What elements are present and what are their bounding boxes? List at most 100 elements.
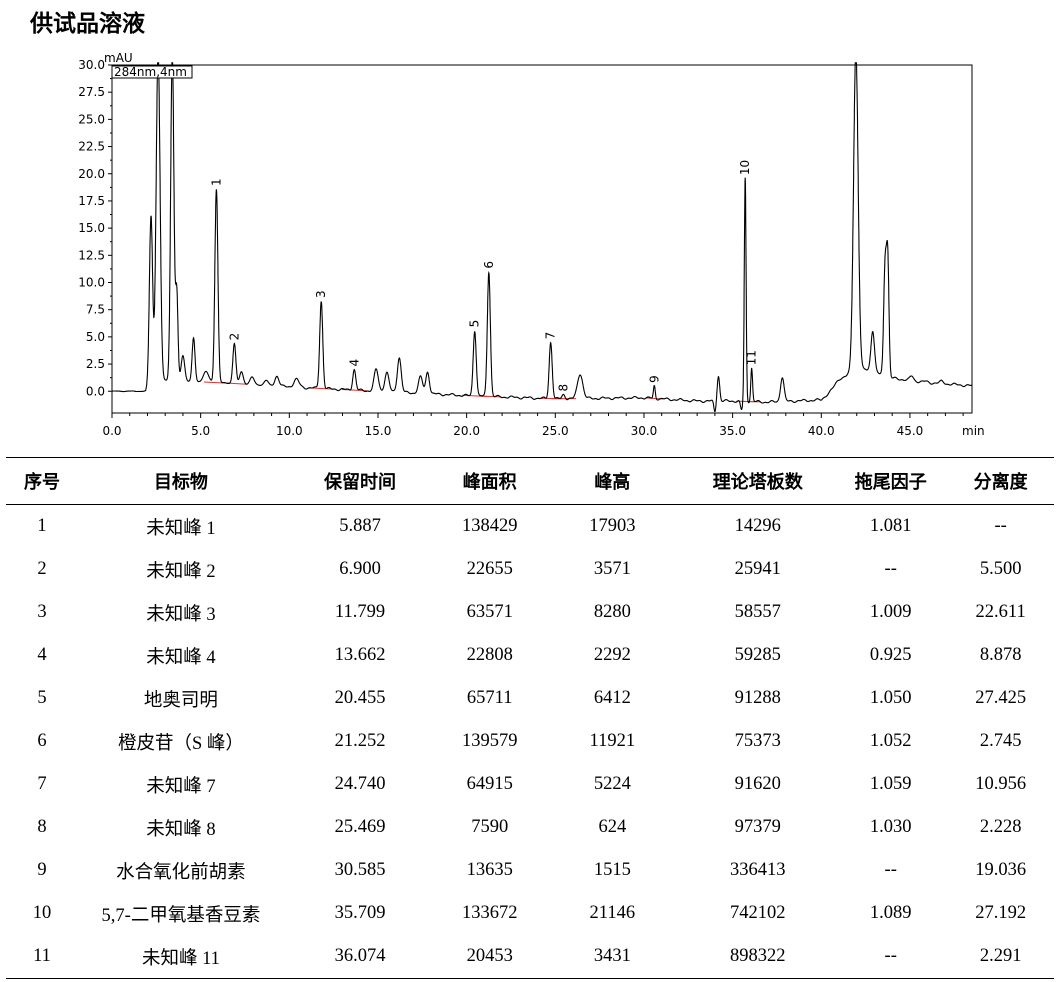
- table-cell: 1: [37, 516, 47, 536]
- table-cell: 22.611: [975, 602, 1026, 622]
- plot-frame: [111, 64, 973, 414]
- table-row: 10 5,7-二甲氧基香豆素 35.709 133672 21146 742102 1.08…: [6, 892, 1054, 935]
- table-cell: 742102: [730, 903, 786, 923]
- table-cell: 未知峰 1: [146, 518, 216, 539]
- table-cell: 1.052: [869, 731, 912, 751]
- y-tick-label: 7.5: [86, 303, 105, 317]
- table-cell: 0.925: [869, 645, 912, 665]
- x-tick-label: 35.0: [719, 424, 746, 438]
- table-cell: 336413: [730, 860, 786, 880]
- table-cell: 2.291: [947, 935, 1054, 979]
- table-cell: 1515: [593, 860, 631, 880]
- table-cell: 1.089: [869, 903, 912, 923]
- table-header-cell: 序号: [6, 457, 79, 505]
- table-row: 5 地奥司明 20.455 65711 6412 91288 1.050 27.425: [6, 677, 1054, 720]
- table-cell: --: [834, 935, 948, 979]
- table-cell: 地奥司明: [143, 690, 218, 711]
- y-tick-label: 20.0: [78, 167, 105, 181]
- table-cell: 未知峰 7: [146, 776, 216, 797]
- table-cell: 11: [6, 935, 79, 979]
- x-tick-label: 0.0: [102, 424, 121, 438]
- table-cell: 22655: [466, 559, 513, 579]
- table-cell: 19.036: [975, 860, 1027, 880]
- table-cell: 1.059: [869, 774, 912, 794]
- y-axis-label: mAU: [104, 51, 133, 65]
- table-cell: 24.740: [334, 774, 386, 794]
- table-cell: 25941: [734, 559, 781, 579]
- table-cell: 2.228: [979, 817, 1022, 837]
- table-cell: 3: [37, 602, 47, 622]
- peak-label: 1: [209, 178, 223, 186]
- table-cell: 5.500: [979, 559, 1022, 579]
- chart-overlay: 284nm,4nm: [111, 65, 193, 79]
- page-title: 供试品溶液: [30, 11, 145, 37]
- table-cell: 2: [37, 559, 47, 579]
- table-cell: 2292: [593, 645, 631, 665]
- table-cell: 5224: [593, 774, 631, 794]
- table-row: 3 未知峰 3 11.799 63571 8280 58557 1.009 22.611: [6, 591, 1054, 634]
- table-cell: 2.745: [979, 731, 1022, 751]
- table-header-row: 序号 目标物 保留时间 峰面积 峰高 理论塔板数 拖尾因子 分离度: [6, 457, 1054, 505]
- detector-label: 284nm,4nm: [114, 65, 187, 79]
- results-table: 序号 目标物 保留时间 峰面积 峰高 理论塔板数 拖尾因子 分离度 1 未知峰 1 5.887 13…: [6, 457, 1054, 979]
- table-cell: 22808: [466, 645, 513, 665]
- x-tick-label: 10.0: [276, 424, 303, 438]
- detector-label-box: [111, 65, 193, 79]
- x-tick-label: 5.0: [191, 424, 210, 438]
- table-cell: 7590: [471, 817, 509, 837]
- table-row: 8 未知峰 8 25.469 7590 624 97379 1.030 2.228: [6, 806, 1054, 849]
- table-cell: 21.252: [334, 731, 386, 751]
- x-axis-label: min: [962, 424, 985, 438]
- table-cell: 75373: [734, 731, 781, 751]
- x-tick-label: 45.0: [897, 424, 924, 438]
- table-row: 6 橙皮苷（S 峰） 21.252 139579 11921 75373 1.052 2.74…: [6, 720, 1054, 763]
- table-row: 4 未知峰 4 13.662 22808 2292 59285 0.925 8.878: [6, 634, 1054, 677]
- table-cell: 27.425: [975, 688, 1027, 708]
- x-tick-label: 20.0: [453, 424, 480, 438]
- table-cell: 59285: [734, 645, 781, 665]
- table-cell: 水合氧化前胡素: [116, 862, 246, 883]
- table-cell: 1.081: [869, 516, 912, 536]
- table-cell: 13.662: [334, 645, 386, 665]
- x-tick-label: 30.0: [631, 424, 658, 438]
- table-cell: 91288: [734, 688, 781, 708]
- table-cell: 8280: [593, 602, 631, 622]
- table-cell: 1.030: [869, 817, 912, 837]
- table-cell: 624: [598, 817, 627, 837]
- table-cell: 橙皮苷（S 峰）: [117, 733, 244, 754]
- x-tick-label: 15.0: [365, 424, 392, 438]
- table-cell: 未知峰 4: [146, 647, 216, 668]
- integration-baselines: [203, 381, 761, 403]
- y-tick-label: 30.0: [78, 58, 105, 72]
- peak-label: 10: [738, 160, 752, 175]
- table-cell: 65711: [466, 688, 513, 708]
- table-cell: 未知峰 2: [146, 561, 216, 582]
- table-cell: 17903: [589, 516, 636, 536]
- table-cell: 133672: [461, 903, 518, 923]
- table-cell: 8.878: [979, 645, 1022, 665]
- table-cell: 36.074: [283, 935, 437, 979]
- table-cell: 未知峰 8: [146, 819, 216, 840]
- table-cell: 1.009: [869, 602, 912, 622]
- table-cell: 58557: [734, 602, 781, 622]
- peak-label: 11: [745, 350, 759, 365]
- table-row: 11 未知峰 11 36.074 20453 3431 898322 -- 2.291: [6, 935, 1054, 979]
- table-cell: 1.050: [869, 688, 912, 708]
- y-tick-label: 0.0: [86, 384, 105, 398]
- table-header-cell: 拖尾因子: [834, 457, 948, 505]
- table-cell: 9: [37, 860, 47, 880]
- peak-label: 6: [482, 261, 496, 269]
- table-header-cell: 分离度: [947, 457, 1054, 505]
- peak-label: 7: [544, 332, 558, 340]
- table-cell: 11.799: [334, 602, 386, 622]
- table-cell: 未知峰 11: [78, 935, 284, 979]
- table-row: 9 水合氧化前胡素 30.585 13635 1515 336413 -- 19.036: [6, 849, 1054, 892]
- table-cell: 8: [37, 817, 47, 837]
- table-body: 1 未知峰 1 5.887 138429 17903 14296 1.081 -- 2 未知峰 2…: [6, 505, 1054, 979]
- y-tick-label: 12.5: [78, 248, 105, 262]
- table-header-cell: 理论塔板数: [681, 457, 835, 505]
- table-cell: --: [884, 559, 897, 579]
- table-cell: 30.585: [334, 860, 386, 880]
- table-cell: 3431: [543, 935, 682, 979]
- chromatogram-trace: [111, 62, 973, 413]
